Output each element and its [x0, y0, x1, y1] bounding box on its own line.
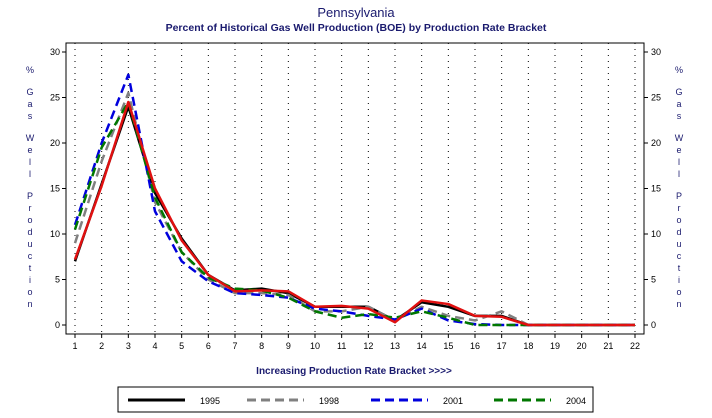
x-tick-label: 11: [337, 341, 346, 351]
y-tick-label-right: 5: [651, 275, 656, 285]
y-tick-label-left: 0: [55, 320, 60, 330]
x-tick-label: 10: [310, 341, 320, 351]
x-tick-label: 21: [603, 341, 613, 351]
x-axis: 1 2 3 4 5 6 7 8 9 10 11 12 13 14 15 16 17 18 19 20 21 22: [72, 334, 640, 351]
x-tick-label: 2: [99, 341, 104, 351]
x-tick-label: 8: [259, 341, 264, 351]
x-axis-label: Increasing Production Rate Bracket >>>>: [256, 366, 452, 377]
x-tick-label: 14: [417, 341, 427, 351]
y-tick-label-right: 15: [651, 184, 661, 194]
x-tick-label: 19: [550, 341, 560, 351]
y-tick-label-left: 15: [50, 184, 60, 194]
x-tick-label: 16: [470, 341, 480, 351]
y-tick-label-right: 10: [651, 229, 661, 239]
series-line-2004: [73, 100, 635, 327]
legend-label-1998: 1998: [319, 396, 339, 406]
y-tick-label-right: 30: [651, 47, 661, 57]
series-line-1998: [73, 91, 635, 327]
x-tick-label: 18: [523, 341, 533, 351]
y-tick-label-right: 0: [651, 320, 656, 330]
series-line-1995: [73, 105, 635, 327]
x-tick-label: 22: [630, 341, 640, 351]
y-axis-left: 0 5 10 15 20 25 30: [50, 47, 66, 330]
y-tick-label-left: 5: [55, 275, 60, 285]
legend-label-2001: 2001: [443, 396, 463, 406]
x-tick-label: 12: [363, 341, 373, 351]
x-tick-label: 3: [126, 341, 131, 351]
chart-subtitle: Percent of Historical Gas Well Productio…: [166, 22, 547, 34]
x-tick-label: 4: [152, 341, 157, 351]
y-axis-right: 0 5 10 15 20 25 30: [644, 47, 661, 330]
y-tick-label-left: 10: [50, 229, 60, 239]
y-tick-label-right: 20: [651, 138, 661, 148]
x-tick-label: 20: [577, 341, 587, 351]
grid: [74, 43, 636, 334]
x-tick-label: 1: [72, 341, 77, 351]
legend: 1995 1998 2001 2004: [128, 396, 586, 406]
x-tick-label: 9: [286, 341, 291, 351]
legend-label-2004: 2004: [566, 396, 586, 406]
chart-title: Pennsylvania: [317, 5, 395, 20]
series-line-unlabeled: [73, 100, 635, 327]
x-tick-label: 15: [443, 341, 453, 351]
y-tick-label-left: 30: [50, 47, 60, 57]
x-tick-label: 7: [232, 341, 237, 351]
legend-label-1995: 1995: [200, 396, 220, 406]
x-tick-label: 5: [179, 341, 184, 351]
series-group: [73, 73, 635, 327]
legend-frame: [117, 386, 594, 413]
y-tick-label-left: 25: [50, 93, 60, 103]
x-tick-label: 13: [390, 341, 400, 351]
y-tick-label-right: 25: [651, 93, 661, 103]
y-tick-label-left: 20: [50, 138, 60, 148]
x-tick-label: 6: [206, 341, 211, 351]
x-tick-label: 17: [497, 341, 507, 351]
